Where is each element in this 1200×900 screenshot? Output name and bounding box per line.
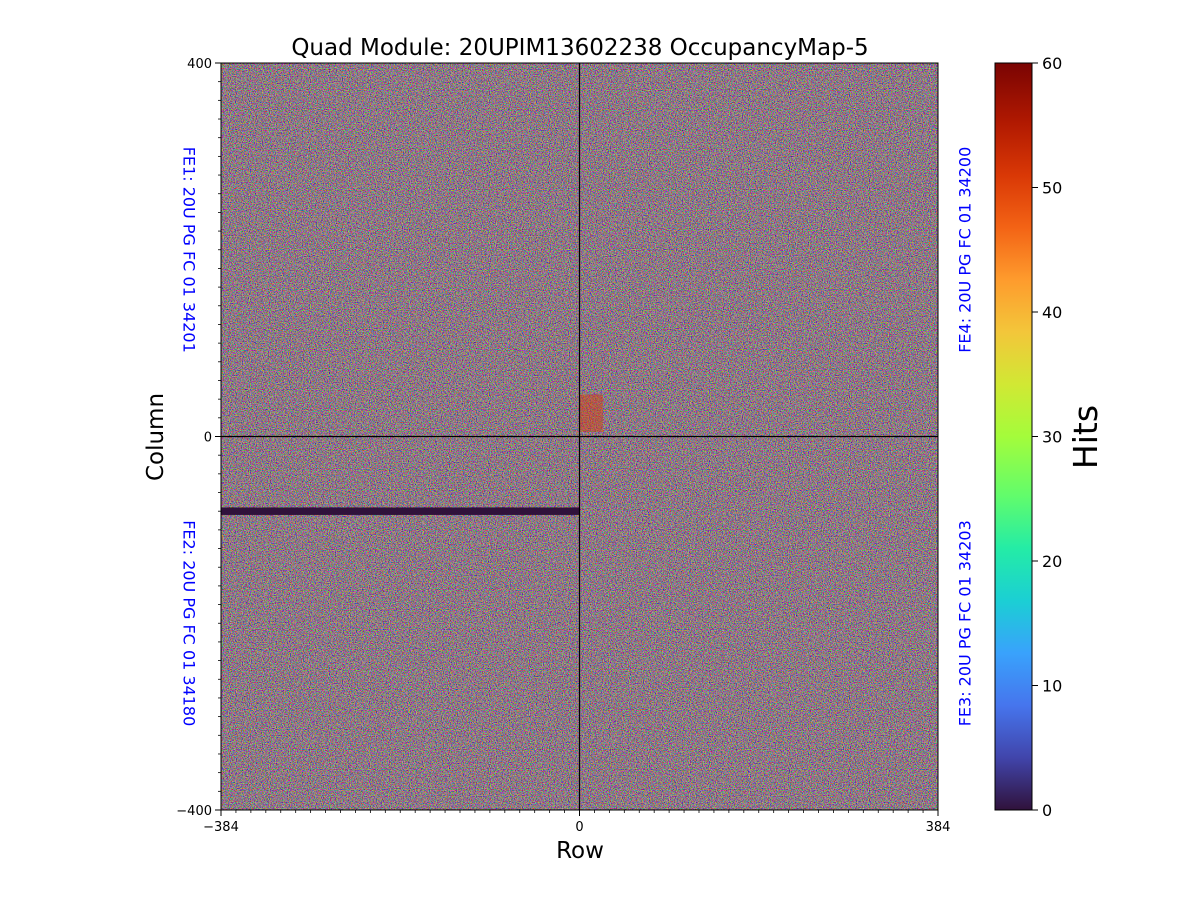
x-tick-label: 384 [926,820,951,835]
colorbar-label: Hits [1066,405,1105,469]
colorbar-tick-label: 40 [1042,303,1062,322]
colorbar-tick-label: 60 [1042,54,1062,73]
chart-title: Quad Module: 20UPIM13602238 OccupancyMap… [291,35,868,61]
colorbar-tick-label: 20 [1042,552,1062,571]
x-tick-label: 0 [575,820,583,835]
y-tick-label: 400 [187,57,212,72]
fe-annotation-label: FE4: 20U PG FC 01 34200 [956,147,975,353]
fe-annotation-label: FE2: 20U PG FC 01 34180 [180,520,199,726]
y-tick-label: 0 [204,431,212,446]
quadrant-dividers [221,63,938,810]
fe-annotations: FE1: 20U PG FC 01 34201 FE2: 20U PG FC 01… [180,147,975,727]
fe-annotation-label: FE1: 20U PG FC 01 34201 [180,147,199,353]
x-axis-label: Row [556,838,604,864]
x-tick-label: −384 [203,820,239,835]
y-axis-label: Column [143,393,169,481]
heatmap-features [221,394,603,515]
y-axis-ticks: 400 0 −400 [176,57,221,819]
x-axis-ticks: −384 0 384 [203,810,950,835]
colorbar-ticks: 0 10 20 30 40 50 60 [1032,54,1062,820]
colorbar-tick-label: 30 [1042,428,1062,447]
y-tick-label: −400 [176,804,212,819]
colorbar-tick-label: 50 [1042,179,1062,198]
hot-spot [579,394,603,432]
colorbar [994,62,1033,811]
fe-annotation-label: FE3: 20U PG FC 01 34203 [956,520,975,726]
colorbar-tick-label: 10 [1042,677,1062,696]
dead-band [221,507,580,515]
colorbar-tick-label: 0 [1042,801,1052,820]
